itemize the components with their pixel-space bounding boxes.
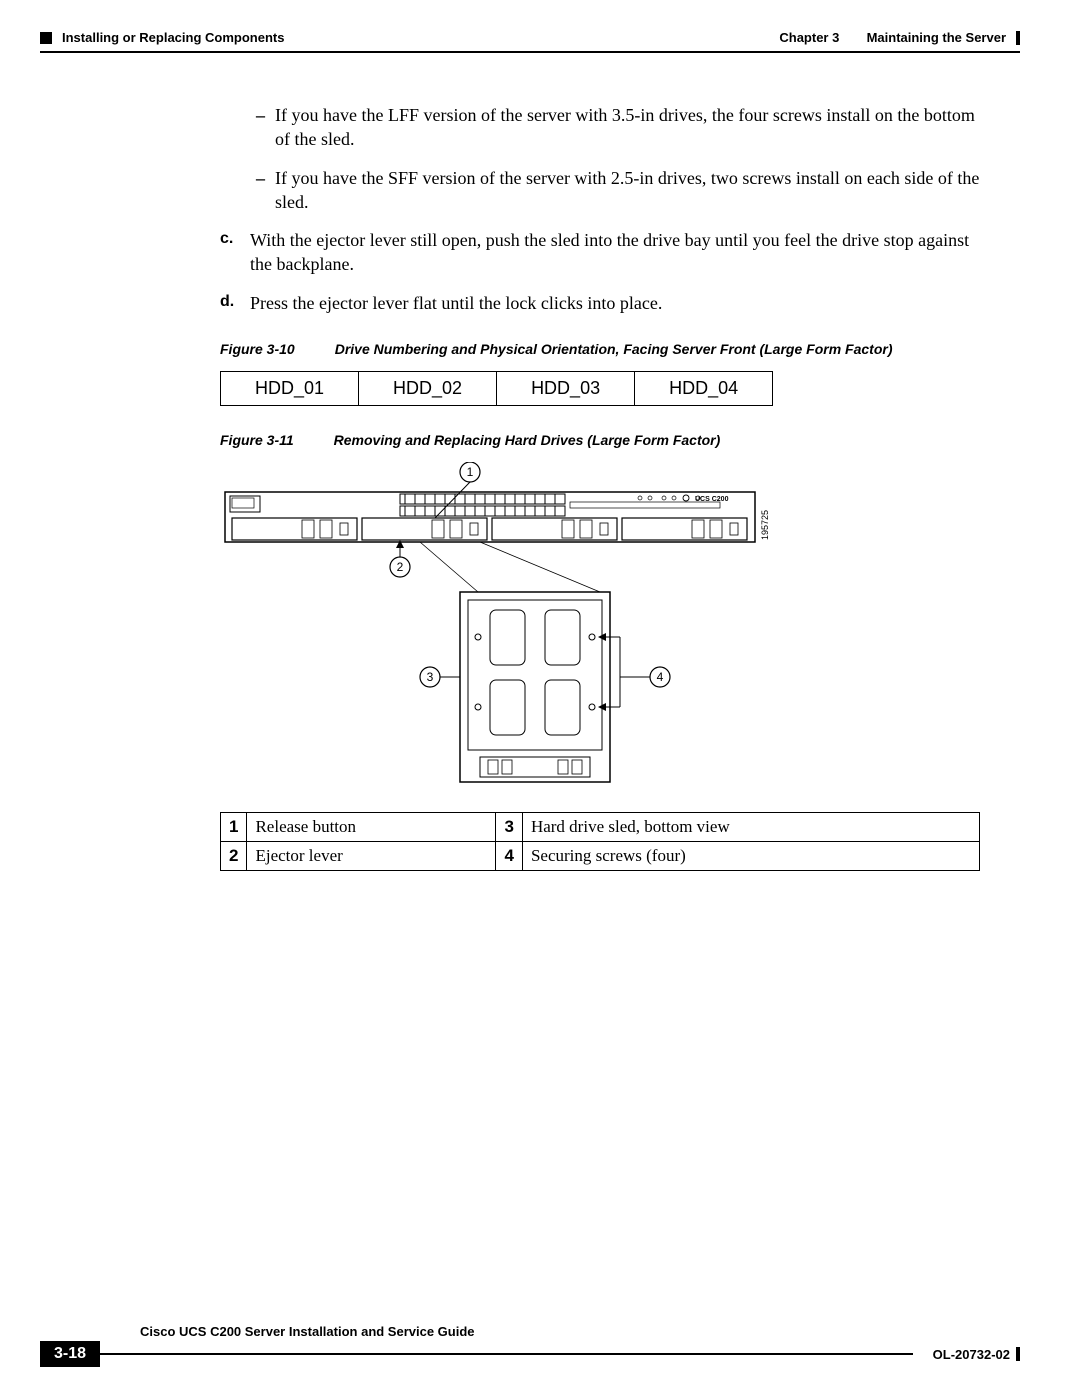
legend-text: Release button — [247, 813, 496, 842]
step-text: With the ejector lever still open, push … — [250, 228, 980, 277]
document-id: OL-20732-02 — [933, 1347, 1010, 1362]
legend-num: 2 — [221, 842, 247, 871]
bullet-text: If you have the LFF version of the serve… — [275, 103, 980, 152]
hdd-cell: HDD_02 — [359, 372, 497, 406]
main-content: – If you have the LFF version of the ser… — [220, 103, 980, 871]
figure-3-10-caption: Figure 3-10 Drive Numbering and Physical… — [220, 341, 980, 357]
legend-text: Hard drive sled, bottom view — [522, 813, 979, 842]
footer-end-bar-icon — [1016, 1347, 1020, 1361]
hdd-numbering-table: HDD_01 HDD_02 HDD_03 HDD_04 — [220, 371, 773, 406]
step-d: d. Press the ejector lever flat until th… — [220, 291, 980, 315]
header-marker-icon — [40, 32, 52, 44]
dash-icon: – — [256, 166, 265, 215]
svg-text:1: 1 — [467, 465, 474, 479]
figure-title: Removing and Replacing Hard Drives (Larg… — [334, 432, 721, 448]
step-text: Press the ejector lever flat until the l… — [250, 291, 662, 315]
legend-num: 3 — [496, 813, 522, 842]
figure-3-11-diagram: UCS C200 195725 — [220, 462, 780, 802]
figure-legend-table: 1 Release button 3 Hard drive sled, bott… — [220, 812, 980, 871]
hdd-cell: HDD_03 — [497, 372, 635, 406]
svg-text:2: 2 — [397, 560, 404, 574]
figure-label: Figure 3-11 — [220, 432, 294, 448]
page-header: Installing or Replacing Components Chapt… — [40, 30, 1020, 45]
svg-text:4: 4 — [657, 670, 664, 684]
guide-title: Cisco UCS C200 Server Installation and S… — [140, 1324, 1020, 1339]
header-end-bar-icon — [1016, 31, 1020, 45]
step-letter: d. — [220, 291, 240, 315]
legend-num: 4 — [496, 842, 522, 871]
figure-3-11-caption: Figure 3-11 Removing and Replacing Hard … — [220, 432, 980, 448]
footer-rule — [100, 1353, 913, 1355]
page-footer: Cisco UCS C200 Server Installation and S… — [40, 1324, 1020, 1367]
step-letter: c. — [220, 228, 240, 277]
dash-icon: – — [256, 103, 265, 152]
bullet-text: If you have the SFF version of the serve… — [275, 166, 980, 215]
chapter-title: Maintaining the Server — [867, 30, 1006, 45]
step-c: c. With the ejector lever still open, pu… — [220, 228, 980, 277]
diagram-code: 195725 — [760, 510, 770, 540]
legend-num: 1 — [221, 813, 247, 842]
figure-label: Figure 3-10 — [220, 341, 295, 357]
legend-text: Securing screws (four) — [522, 842, 979, 871]
page-number: 3-18 — [40, 1341, 100, 1367]
svg-text:3: 3 — [427, 670, 434, 684]
section-title: Installing or Replacing Components — [62, 30, 284, 45]
figure-title: Drive Numbering and Physical Orientation… — [335, 341, 893, 357]
chapter-label: Chapter 3 — [779, 30, 839, 45]
hdd-cell: HDD_04 — [635, 372, 773, 406]
hdd-cell: HDD_01 — [221, 372, 359, 406]
legend-text: Ejector lever — [247, 842, 496, 871]
header-rule — [40, 51, 1020, 53]
dash-bullet-list: – If you have the LFF version of the ser… — [256, 103, 980, 214]
